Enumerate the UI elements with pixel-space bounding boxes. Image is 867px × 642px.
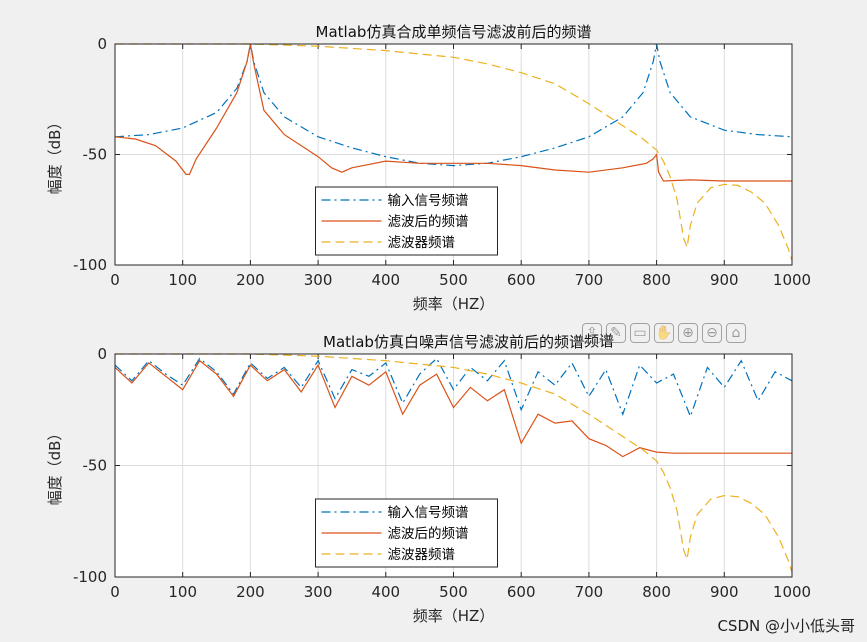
legend-label-3: 滤波器频谱: [388, 235, 456, 251]
y-tick-label: -100: [73, 256, 107, 274]
series-line-3: [115, 353, 793, 573]
x-tick-label: 900: [710, 583, 739, 601]
zoom-out-icon[interactable]: ⊖: [702, 323, 722, 343]
x-tick-label: 0: [110, 271, 120, 289]
datatip-icon[interactable]: ▭: [630, 323, 650, 343]
x-tick-label: 400: [371, 271, 400, 289]
export-icon[interactable]: ⇪: [582, 323, 602, 343]
brush-icon[interactable]: ✎: [606, 323, 626, 343]
x-axis-label: 频率（HZ）: [413, 295, 495, 313]
legend-label-1: 输入信号频谱: [388, 505, 469, 521]
watermark: CSDN @小小低头哥: [717, 617, 855, 635]
pan-icon[interactable]: ✋: [654, 323, 674, 343]
chart-title: Matlab仿真合成单频信号滤波前后的频谱: [316, 23, 592, 41]
axes-frame: [114, 43, 793, 266]
chart-2: 0 100 200 300 400 500 600 700 800 900 1000 0 -50 -100…: [46, 333, 811, 625]
y-tick-label: -100: [73, 568, 107, 586]
x-tick-label: 1000: [773, 271, 811, 289]
x-tick-label: 200: [236, 583, 265, 601]
x-tick-label: 300: [304, 271, 333, 289]
y-axis-label: 幅度（dB）: [46, 426, 64, 506]
y-axis-label: 幅度（dB）: [46, 115, 64, 195]
x-tick-label: 900: [710, 271, 739, 289]
chart-title: Matlab仿真白噪声信号滤波前后的频谱: [323, 333, 584, 351]
legend-label-2: 滤波后的频谱: [388, 526, 469, 542]
legend-label-1: 输入信号频谱: [388, 193, 469, 209]
y-tick-label: 0: [97, 345, 107, 363]
y-tick-label: 0: [97, 35, 107, 53]
legend-label-2: 滤波后的频谱: [388, 214, 469, 230]
x-tick-label: 700: [575, 583, 604, 601]
x-tick-label: 600: [507, 271, 536, 289]
series-line-2: [114, 359, 792, 458]
chart-1: 0 100 200 300 400 500 600 700 800 900 1000 0 -50 -100…: [46, 23, 811, 313]
x-tick-label: 100: [168, 271, 197, 289]
x-tick-label: 600: [507, 583, 536, 601]
series-line-3: [115, 43, 793, 261]
series-line-2: [114, 43, 792, 182]
x-tick-label: 200: [236, 271, 265, 289]
x-tick-label: 0: [110, 583, 120, 601]
x-tick-label: 500: [439, 271, 468, 289]
x-axis-label: 频率（HZ）: [413, 607, 495, 625]
series-line-1: [114, 357, 793, 419]
x-tick-label: 500: [439, 583, 468, 601]
home-icon[interactable]: ⌂: [726, 323, 746, 343]
x-tick-label: 800: [642, 271, 671, 289]
x-tick-label: 400: [371, 583, 400, 601]
axes-frame: [114, 353, 793, 578]
y-tick-label: -50: [83, 146, 108, 164]
x-tick-label: 700: [575, 271, 604, 289]
x-tick-label: 800: [642, 583, 671, 601]
x-tick-label: 1000: [773, 583, 811, 601]
x-tick-label: 300: [304, 583, 333, 601]
y-tick-label: -50: [83, 457, 108, 475]
zoom-in-icon[interactable]: ⊕: [678, 323, 698, 343]
legend-label-3: 滤波器频谱: [388, 547, 456, 563]
x-tick-label: 100: [168, 583, 197, 601]
axes-toolbar[interactable]: ⇪ ✎ ▭ ✋ ⊕ ⊖ ⌂: [582, 323, 746, 343]
